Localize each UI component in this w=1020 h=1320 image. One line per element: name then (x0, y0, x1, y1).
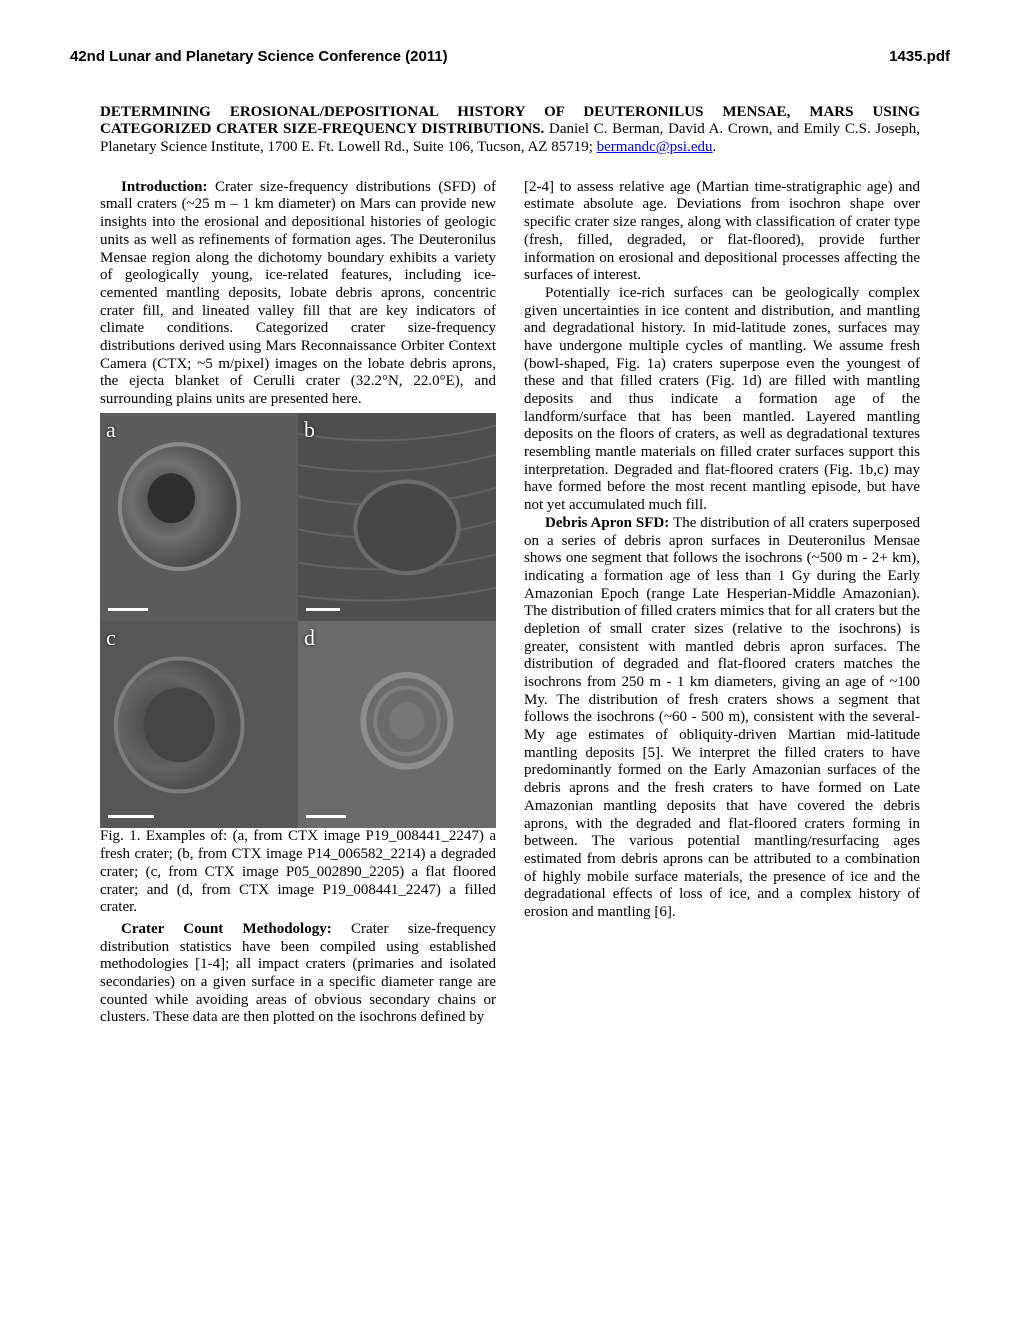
figure-1-grid: a (100, 413, 496, 829)
panel-label-c: c (106, 625, 116, 651)
crater-render-b (298, 413, 496, 621)
intro-paragraph: Introduction: Crater size-frequency dist… (100, 179, 496, 409)
crater-render-d (298, 621, 496, 829)
panel-label-a: a (106, 417, 116, 443)
running-header: 42nd Lunar and Planetary Science Confere… (70, 48, 950, 66)
debris-apron-text: The distribution of all craters superpos… (524, 515, 920, 920)
scalebar-b (306, 608, 340, 611)
intro-heading: Introduction: (121, 179, 215, 195)
right-continuation-1: [2-4] to assess relative age (Martian ti… (524, 179, 920, 285)
panel-label-b: b (304, 417, 315, 443)
two-column-body: Introduction: Crater size-frequency dist… (100, 179, 920, 1027)
panel-label-d: d (304, 625, 315, 651)
scalebar-d (306, 815, 346, 818)
intro-text: Crater size-frequency distributions (SFD… (100, 179, 496, 407)
right-continuation-2: Potentially ice-rich surfaces can be geo… (524, 285, 920, 515)
title-terminal-period: . (713, 139, 717, 155)
scalebar-a (108, 608, 148, 611)
debris-apron-heading: Debris Apron SFD: (545, 515, 673, 531)
figure-1-panel-d: d (298, 621, 496, 829)
left-column: Introduction: Crater size-frequency dist… (100, 179, 496, 1027)
running-header-left: 42nd Lunar and Planetary Science Confere… (70, 48, 448, 66)
methods-paragraph: Crater Count Methodology: Crater size-fr… (100, 921, 496, 1027)
figure-1-panel-a: a (100, 413, 298, 621)
crater-render-c (100, 621, 298, 829)
scalebar-c (108, 815, 154, 818)
right-column: [2-4] to assess relative age (Martian ti… (524, 179, 920, 1027)
title-block: DETERMINING EROSIONAL/DEPOSITIONAL HISTO… (100, 104, 920, 157)
running-header-right: 1435.pdf (889, 48, 950, 66)
methods-heading: Crater Count Methodology: (121, 921, 351, 937)
figure-1-panel-c: c (100, 621, 298, 829)
debris-apron-paragraph: Debris Apron SFD: The distribution of al… (524, 515, 920, 922)
figure-1-panel-b: b (298, 413, 496, 621)
author-email-link[interactable]: bermandc@psi.edu (597, 139, 713, 155)
crater-render-a (100, 413, 298, 621)
figure-1: a (100, 413, 496, 917)
figure-1-caption: Fig. 1. Examples of: (a, from CTX image … (100, 828, 496, 916)
